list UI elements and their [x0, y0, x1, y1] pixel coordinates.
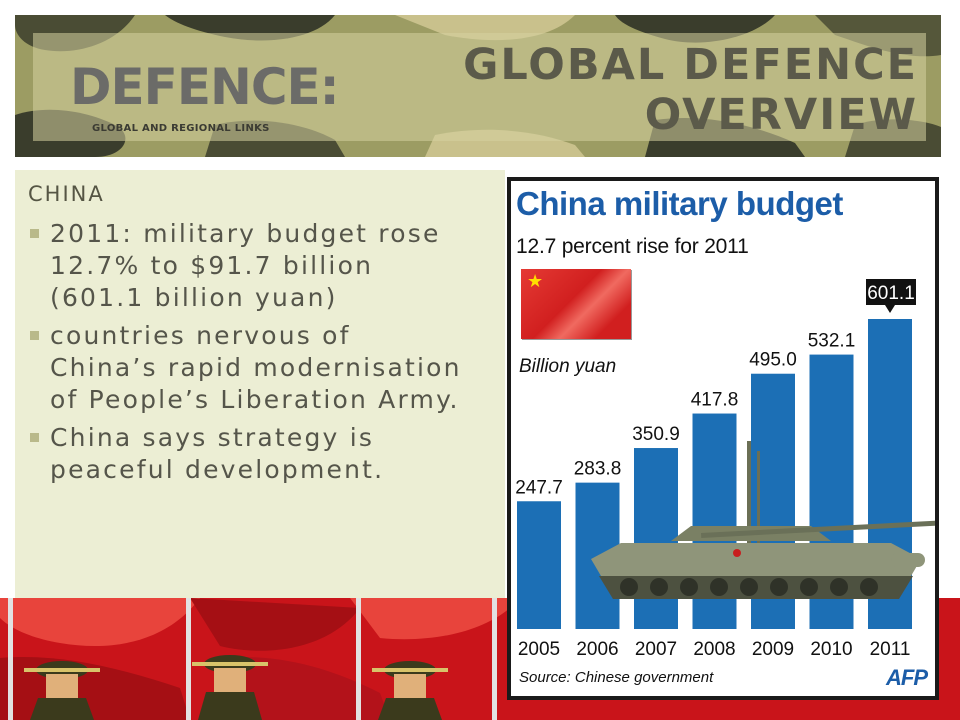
china-flag-icon: ★ — [521, 269, 631, 339]
category-label: 2009 — [752, 639, 794, 660]
category-label: 2005 — [518, 639, 560, 660]
bullet-text: China says strategy is peaceful developm… — [50, 423, 385, 484]
bar-2005 — [517, 501, 561, 629]
square-bullet-icon — [30, 331, 39, 340]
section-label: CHINA — [28, 182, 105, 206]
tank-icon — [591, 441, 935, 599]
bar-2007 — [634, 448, 678, 629]
bar-chart: 247.7 2005 283.8 2006 350.9 2007 417.8 2008 495.… — [515, 279, 935, 660]
category-label: 2011 — [870, 639, 911, 660]
bar-value-label: 532.1 — [808, 331, 856, 352]
slide-title-line-2: OVERVIEW — [644, 90, 918, 140]
header-banner — [15, 15, 941, 157]
square-bullet-icon — [30, 433, 39, 442]
category-label: 2008 — [693, 639, 735, 660]
bullet-text: countries nervous of China’s rapid moder… — [50, 321, 462, 414]
chart-subtitle: 12.7 percent rise for 2011 — [516, 235, 749, 258]
bar-value-label: 601.1 — [867, 283, 915, 304]
highlight-label-box — [866, 279, 916, 305]
square-bullet-icon — [30, 229, 39, 238]
slide-title: GLOBAL DEFENCE OVERVIEW — [398, 40, 918, 140]
logo-subtitle: GLOBAL AND REGIONAL LINKS — [92, 123, 270, 134]
bar-value-label: 350.9 — [632, 424, 680, 445]
bullet-item: 2011: military budget rose 12.7% to $91.… — [28, 218, 468, 314]
header-inner-panel — [33, 33, 926, 141]
chart-units-label: Billion yuan — [519, 356, 617, 377]
category-label: 2006 — [576, 639, 618, 660]
chart-image: China military budget 12.7 percent rise … — [507, 177, 939, 700]
text-panel — [15, 170, 505, 598]
bullet-text: 2011: military budget rose 12.7% to $91.… — [50, 219, 441, 312]
chart-panel: China military budget 12.7 percent rise … — [511, 181, 935, 696]
bar-value-label: 247.7 — [515, 477, 563, 498]
highlight-pointer — [885, 305, 895, 313]
chart-source: Source: Chinese government — [519, 669, 714, 686]
bullet-item: China says strategy is peaceful developm… — [28, 422, 468, 486]
bullet-item: countries nervous of China’s rapid moder… — [28, 320, 468, 416]
bullet-list: 2011: military budget rose 12.7% to $91.… — [28, 218, 468, 492]
afp-logo: AFP — [886, 665, 928, 690]
bar-value-label: 417.8 — [691, 390, 739, 411]
logo-title: DEFENCE: — [70, 58, 340, 116]
chart-title: China military budget — [516, 185, 843, 222]
category-label: 2010 — [810, 639, 852, 660]
bar-value-label: 495.0 — [749, 350, 797, 371]
slide-title-line-1: GLOBAL DEFENCE — [463, 40, 918, 90]
category-label: 2007 — [635, 639, 677, 660]
bar-value-label: 283.8 — [574, 459, 622, 480]
